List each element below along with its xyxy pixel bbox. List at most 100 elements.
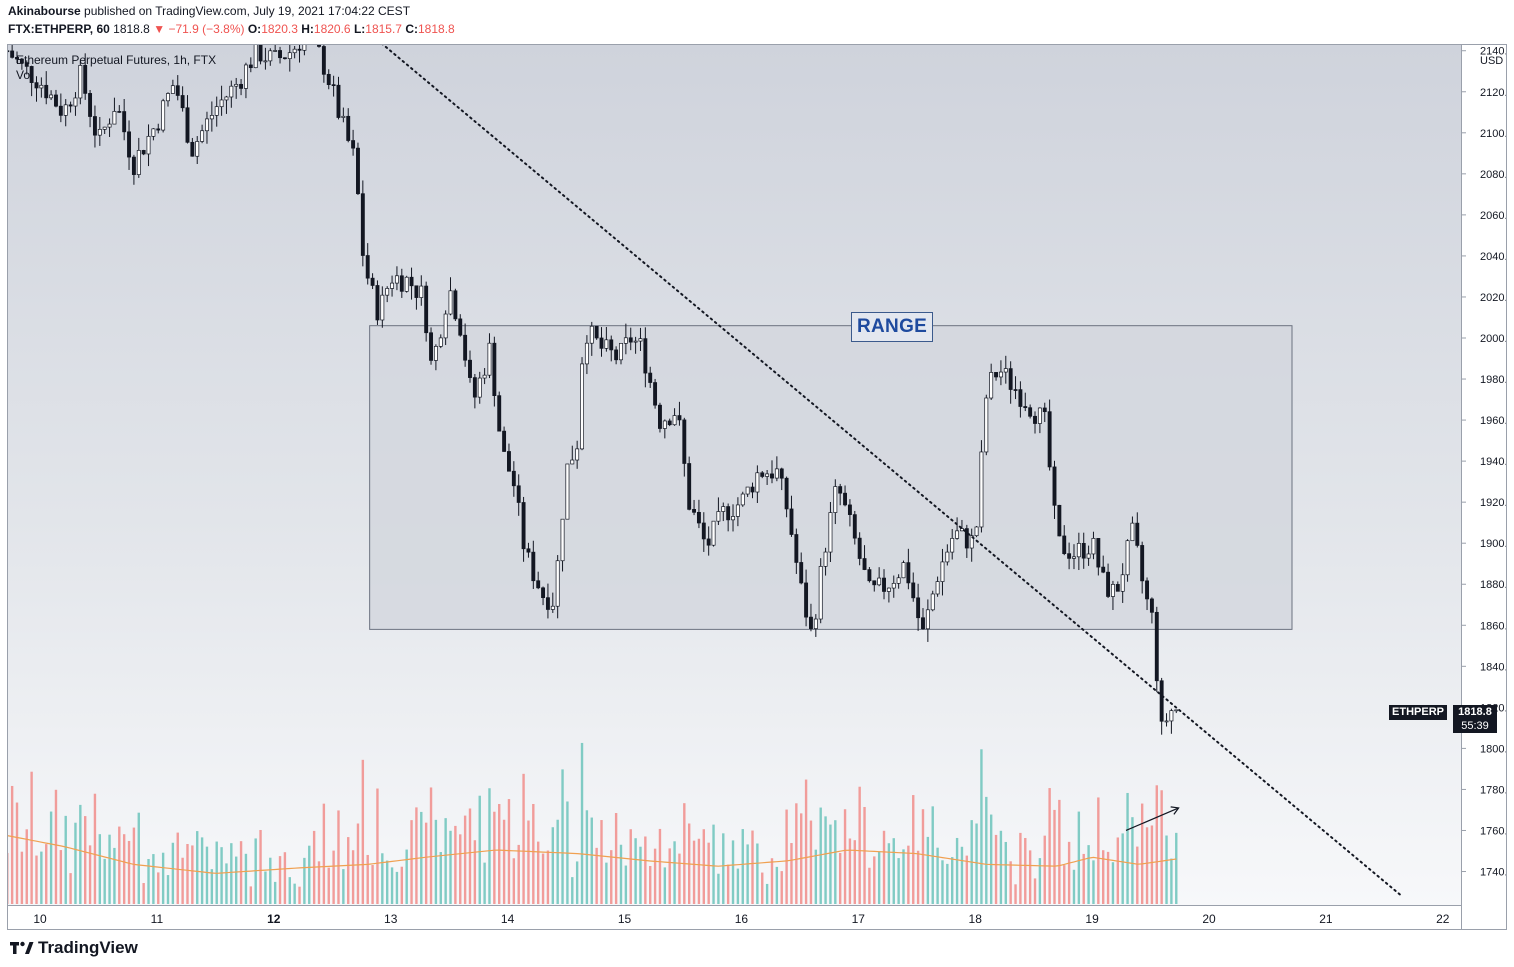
candle-body-99 <box>487 342 492 376</box>
volume-bar-23 <box>118 826 121 904</box>
volume-bar-229 <box>1121 833 1124 904</box>
volume-bar-107 <box>527 820 530 904</box>
high-label: H: <box>301 22 314 36</box>
candle-body-12 <box>63 104 68 116</box>
candle-body-157 <box>770 473 774 479</box>
candle-body-49 <box>243 64 248 89</box>
time-tick-label-12: 22 <box>1436 912 1450 926</box>
candle-body-96 <box>472 377 477 398</box>
candle-body-111 <box>545 597 550 610</box>
volume-bar-177 <box>868 867 871 904</box>
volume-bar-159 <box>780 871 783 904</box>
volume-bar-161 <box>790 843 793 904</box>
volume-bar-28 <box>142 883 145 904</box>
candle-body-202 <box>989 372 994 399</box>
range-label[interactable]: RANGE <box>851 312 934 342</box>
volume-bar-113 <box>556 819 559 904</box>
price-tick-label-20: 2140.0 <box>1480 46 1507 58</box>
arrow-head <box>1170 806 1180 815</box>
legend-volume[interactable]: Vol <box>16 68 33 82</box>
volume-bar-30 <box>152 854 155 904</box>
candle-body-78 <box>385 288 390 296</box>
volume-bar-5 <box>30 771 33 904</box>
time-tick-label-0: 10 <box>33 912 47 926</box>
volume-bar-74 <box>366 854 369 904</box>
volume-bar-49 <box>244 853 248 904</box>
volume-bar-235 <box>1150 825 1154 904</box>
candle-body-226 <box>1106 571 1111 597</box>
volume-bar-190 <box>931 806 934 904</box>
candle-body-104 <box>511 470 516 487</box>
candle-body-190 <box>930 593 935 611</box>
chart-frame[interactable]: Ethereum Perpetual Futures, 1h, FTX Vol … <box>7 44 1507 930</box>
plot-svg[interactable] <box>8 45 1461 905</box>
candle-body-214 <box>1047 411 1052 468</box>
candle-body-129 <box>633 340 638 343</box>
candle-body-109 <box>536 580 541 589</box>
candle-body-40 <box>200 130 205 142</box>
footer-brand[interactable]: TradingView <box>10 938 138 958</box>
volume-bar-96 <box>473 840 477 904</box>
volume-bar-60 <box>298 886 301 904</box>
volume-bar-100 <box>493 811 496 904</box>
volume-bar-160 <box>785 809 788 904</box>
volume-bar-83 <box>410 820 413 904</box>
candle-body-145 <box>711 520 716 546</box>
candle-body-232 <box>1135 522 1140 546</box>
high-value: 1820.6 <box>313 22 351 36</box>
candle-body-23 <box>117 111 122 113</box>
volume-bar-162 <box>795 803 798 904</box>
volume-bar-214 <box>1048 788 1051 904</box>
volume-bar-143 <box>702 829 705 904</box>
volume-bar-219 <box>1072 869 1076 904</box>
candle-body-74 <box>365 255 370 279</box>
volume-bar-82 <box>405 849 408 904</box>
volume-bar-211 <box>1033 878 1037 904</box>
volume-bar-19 <box>98 834 102 904</box>
price-axis-svg[interactable]: 1740.01760.01780.01800.01820.01840.01860… <box>1462 45 1507 930</box>
candle-body-55 <box>273 50 278 52</box>
price-tick-label-13: 2000.0 <box>1480 333 1507 345</box>
volume-bar-34 <box>171 842 175 904</box>
candle-body-43 <box>214 106 219 116</box>
author-name[interactable]: Akinabourse <box>8 4 81 18</box>
volume-bar-226 <box>1106 851 1110 904</box>
candle-body-239 <box>1169 710 1174 722</box>
candle-body-183 <box>896 577 901 584</box>
price-tick-label-2: 1780.0 <box>1480 784 1507 796</box>
candle-body-222 <box>1086 553 1091 559</box>
volume-bar-133 <box>653 848 657 904</box>
candle-body-103 <box>507 451 511 472</box>
time-axis[interactable]: 10 11 12 13 14 15 16 17 18 19 20 21 22 <box>8 905 1461 930</box>
candle-body-165 <box>809 616 813 629</box>
candle-body-161 <box>789 508 794 535</box>
volume-bar-240 <box>1175 832 1178 904</box>
volume-bar-84 <box>415 807 418 904</box>
volume-bar-117 <box>575 861 579 904</box>
volume-bar-80 <box>395 871 399 904</box>
volume-bar-179 <box>877 851 881 904</box>
candle-body-31 <box>156 128 161 131</box>
candle-body-3 <box>19 58 24 63</box>
candle-body-25 <box>127 131 131 158</box>
candle-body-14 <box>73 97 78 107</box>
time-axis-svg[interactable]: 10 11 12 13 14 15 16 17 18 19 20 21 22 <box>8 906 1461 930</box>
volume-bar-202 <box>989 814 993 904</box>
candle-body-185 <box>906 562 911 584</box>
plot-area[interactable]: Ethereum Perpetual Futures, 1h, FTX Vol … <box>8 45 1461 905</box>
candle-body-128 <box>628 337 633 343</box>
volume-bar-2 <box>15 802 19 904</box>
volume-bar-86 <box>424 822 428 904</box>
volume-bar-172 <box>843 809 847 904</box>
volume-bar-22 <box>113 847 116 904</box>
price-tag-price: 1818.8 <box>1453 705 1497 720</box>
candle-body-209 <box>1023 406 1028 409</box>
legend-title[interactable]: Ethereum Perpetual Futures, 1h, FTX <box>16 53 217 67</box>
price-axis[interactable]: 1740.01760.01780.01800.01820.01840.01860… <box>1461 45 1507 930</box>
volume-bar-215 <box>1053 809 1056 904</box>
volume-bar-132 <box>649 865 652 904</box>
volume-bar-131 <box>644 836 647 904</box>
volume-bar-81 <box>400 866 404 904</box>
volume-bar-58 <box>288 877 291 904</box>
time-tick-label-5: 15 <box>618 912 632 926</box>
